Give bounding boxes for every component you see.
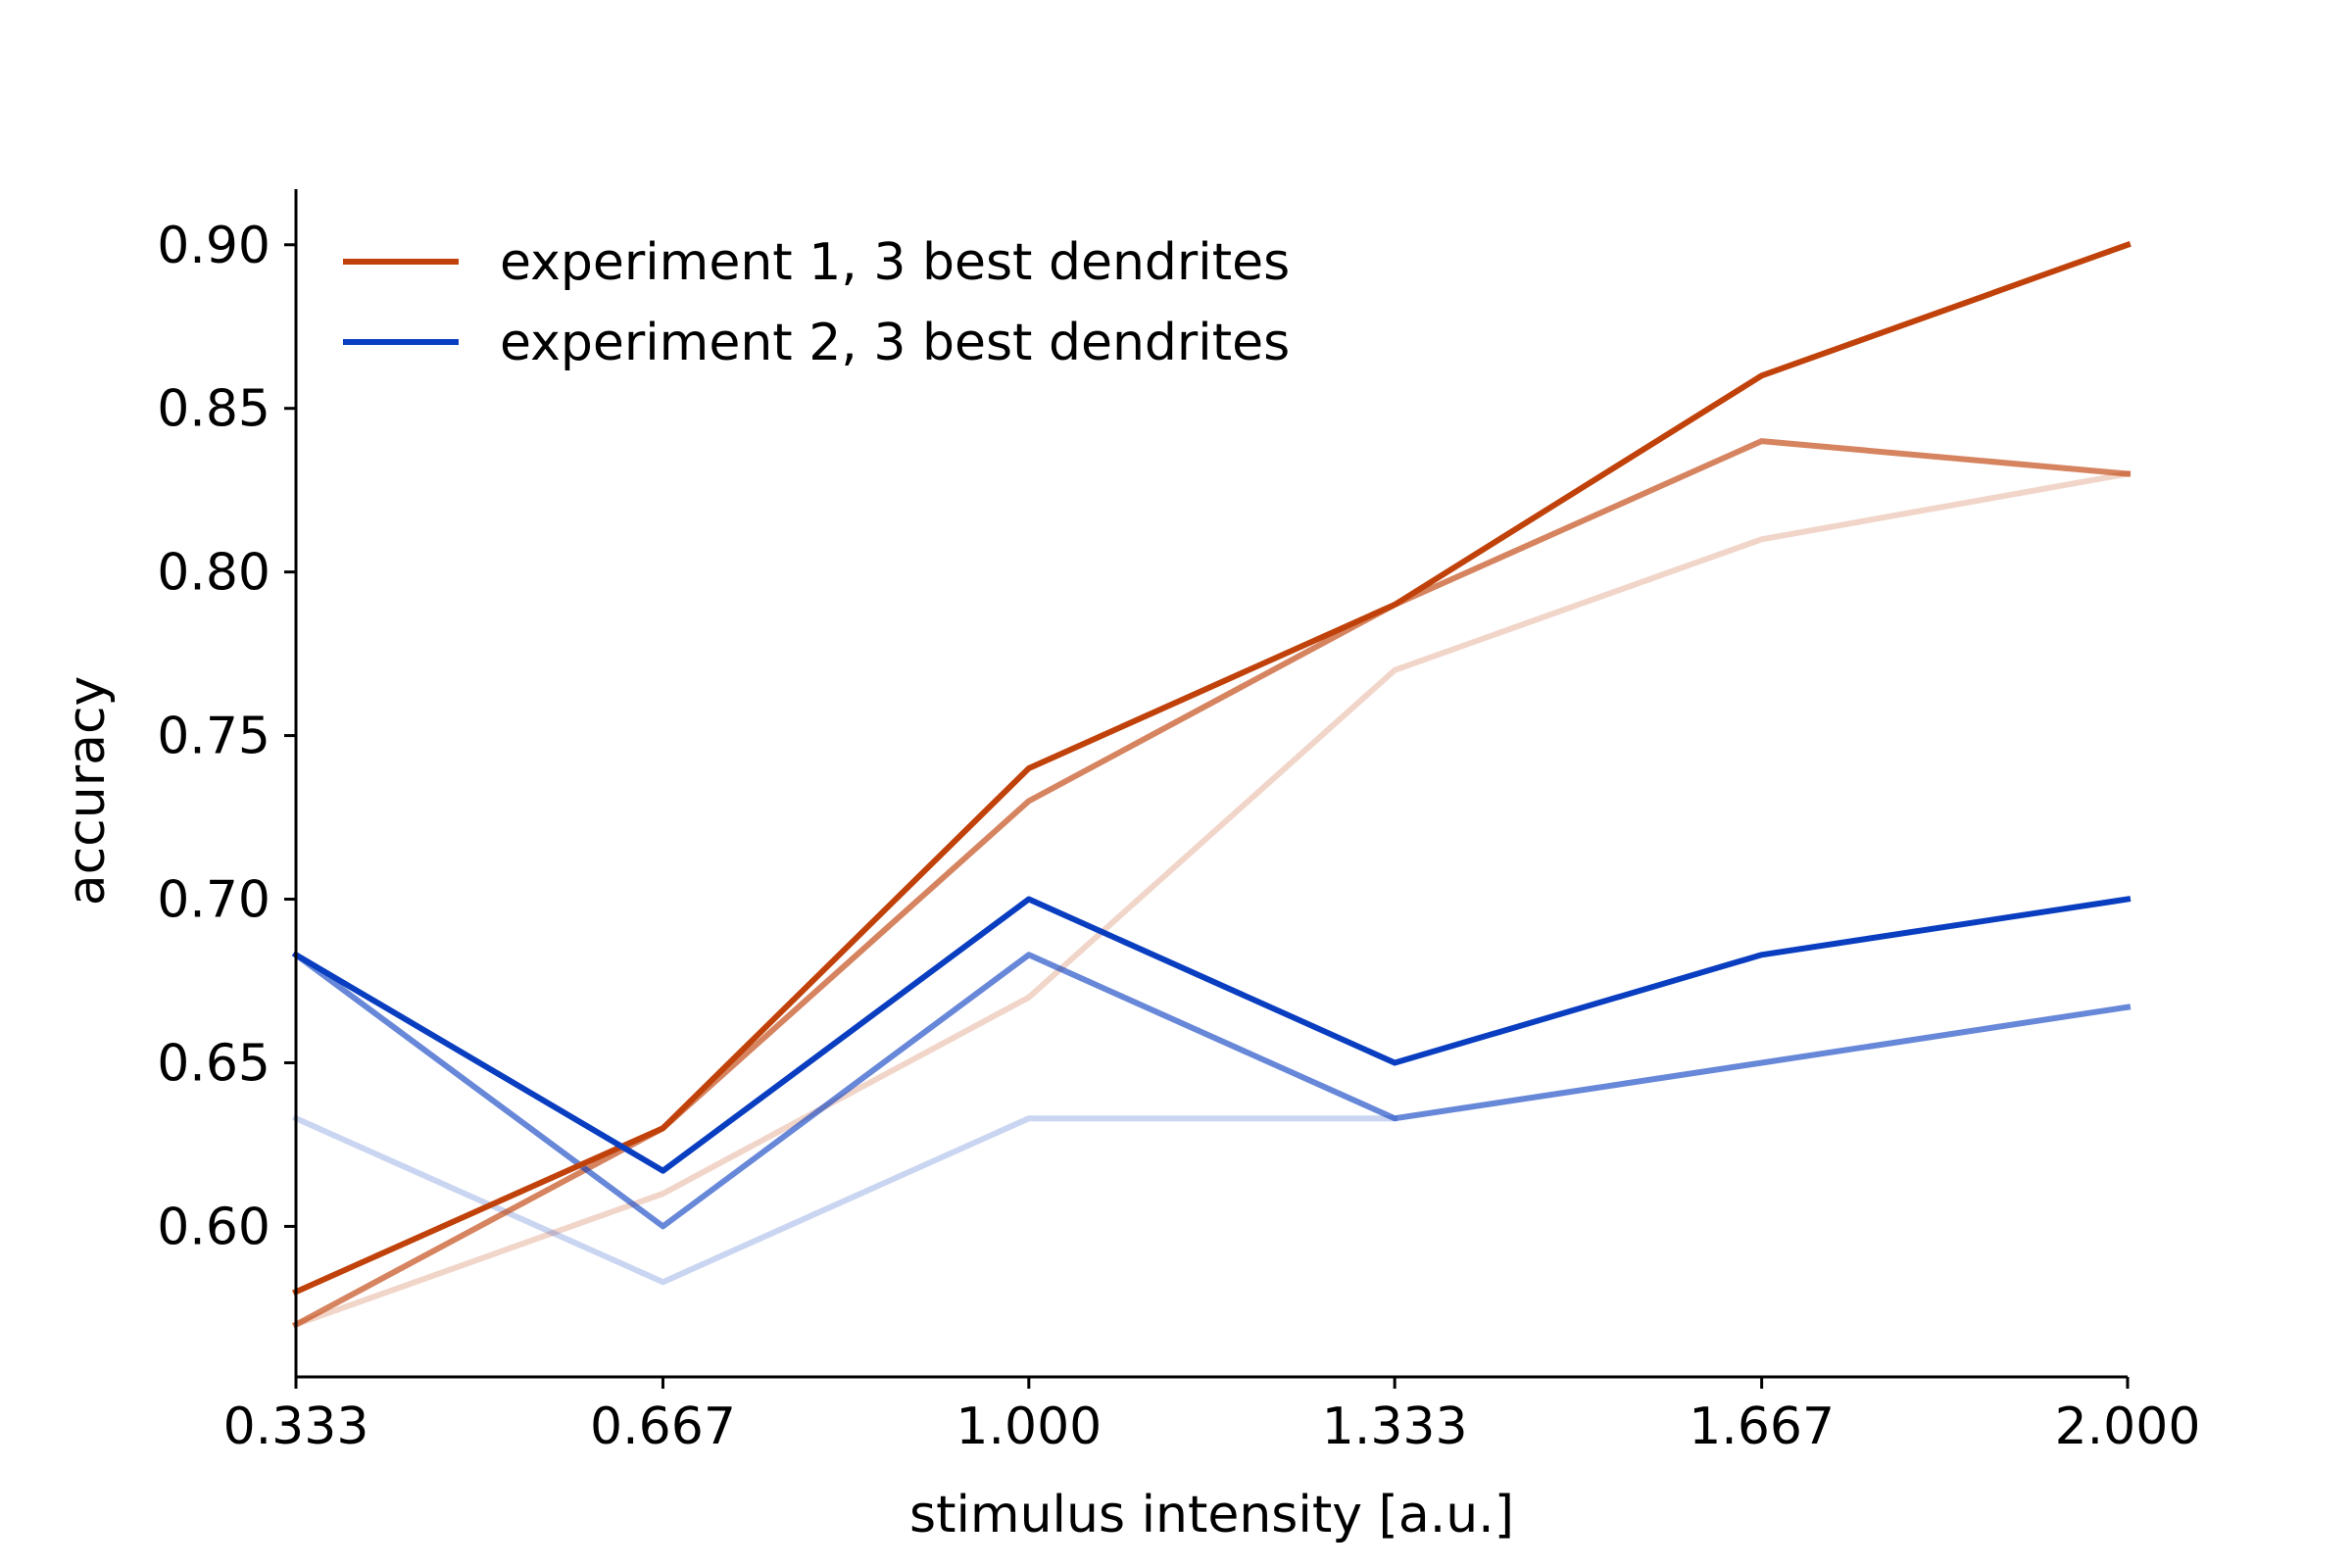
legend: experiment 1, 3 best dendrites experiment…: [343, 233, 1290, 372]
y-tick-label: 0.85: [157, 380, 270, 439]
y-axis-label: accuracy: [58, 676, 117, 906]
series-layer: [291, 240, 2132, 1329]
y-ticks: 0.60 0.65 0.70 0.75 0.80 0.85 0.90: [157, 217, 296, 1256]
y-tick-label: 0.65: [157, 1034, 270, 1093]
x-tick-label: 1.000: [956, 1397, 1102, 1456]
series-line: [291, 896, 2132, 1174]
series-line: [292, 470, 2132, 1329]
series-line: [291, 438, 2132, 1329]
x-ticks: 0.333 0.667 1.000 1.333 1.667 2.000: [223, 1377, 2201, 1456]
x-axis-label: stimulus intensity [a.u.]: [909, 1486, 1514, 1544]
legend-label: experiment 2, 3 best dendrites: [500, 314, 1290, 372]
legend-label: experiment 1, 3 best dendrites: [500, 233, 1290, 292]
x-tick-label: 1.333: [1322, 1397, 1468, 1456]
x-tick-label: 1.667: [1689, 1397, 1835, 1456]
y-tick-label: 0.60: [157, 1198, 270, 1256]
axes-layer: [294, 189, 2128, 1379]
x-tick-label: 0.333: [223, 1397, 369, 1456]
y-tick-label: 0.90: [157, 217, 270, 275]
series-line: [291, 951, 2132, 1230]
series-line: [292, 1114, 1398, 1286]
x-tick-label: 0.667: [590, 1397, 736, 1456]
y-tick-label: 0.70: [157, 871, 270, 930]
x-tick-label: 2.000: [2055, 1397, 2201, 1456]
y-tick-label: 0.80: [157, 544, 270, 603]
series-line: [292, 240, 2132, 1297]
y-tick-label: 0.75: [157, 708, 270, 766]
